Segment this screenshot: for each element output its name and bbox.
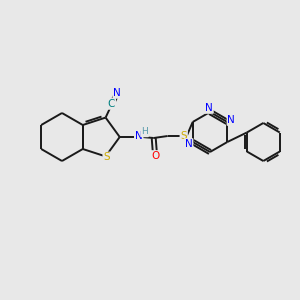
Text: C: C: [108, 99, 115, 109]
Text: N: N: [227, 115, 235, 125]
Text: S: S: [103, 152, 110, 162]
Text: O: O: [152, 151, 160, 161]
Text: H: H: [141, 128, 148, 136]
Text: N: N: [135, 131, 142, 141]
Text: N: N: [185, 139, 193, 149]
Text: N: N: [205, 103, 213, 113]
Text: N: N: [113, 88, 121, 98]
Text: S: S: [180, 131, 187, 141]
